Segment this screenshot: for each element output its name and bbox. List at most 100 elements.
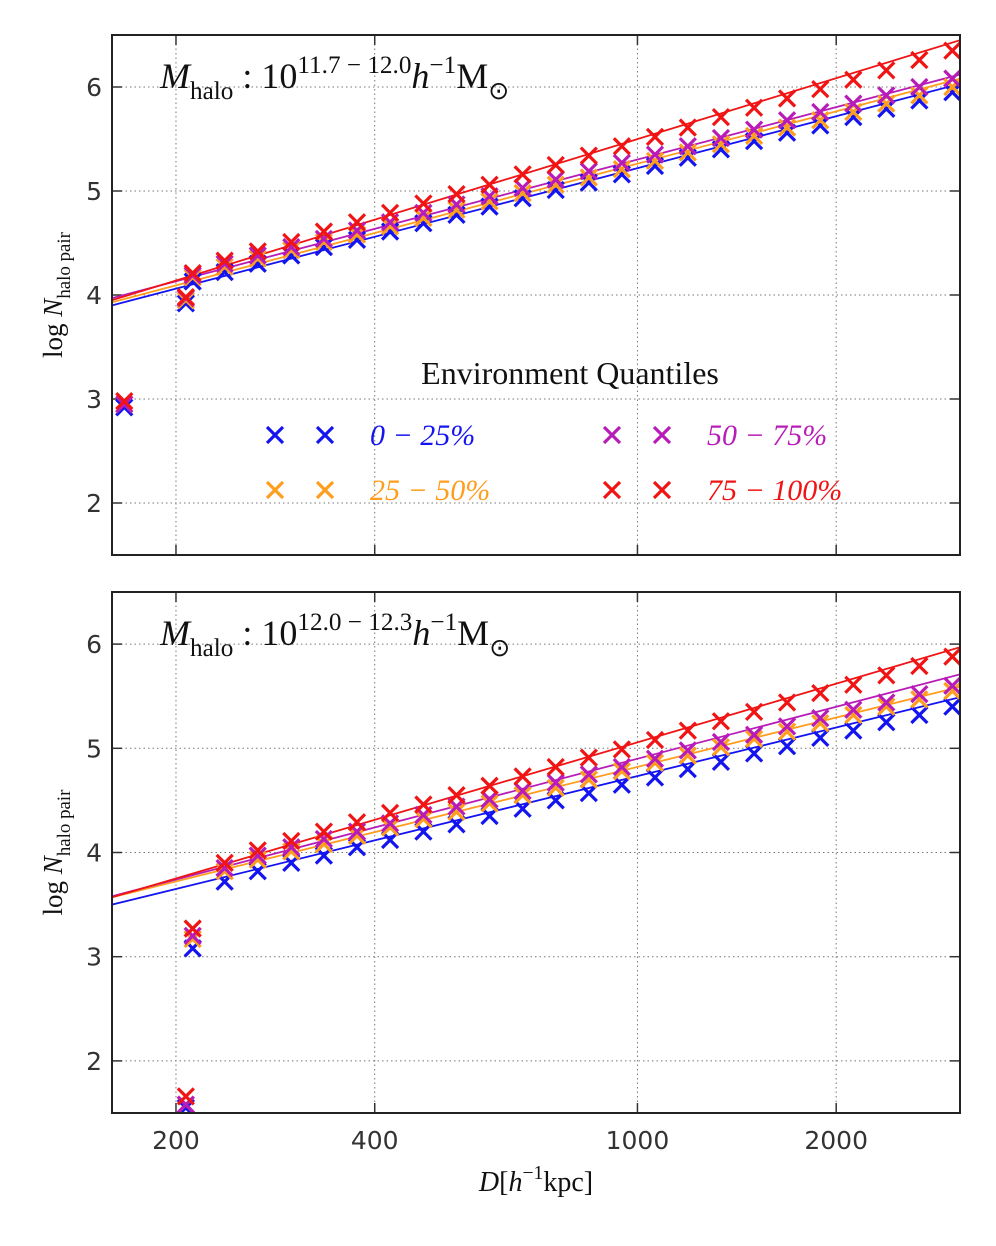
marker <box>645 127 665 147</box>
marker <box>943 697 960 716</box>
marker-stroke <box>844 108 863 127</box>
marker-stroke <box>546 757 565 777</box>
marker-stroke <box>711 135 731 154</box>
marker <box>347 813 367 832</box>
marker <box>380 818 400 837</box>
marker-stroke <box>414 194 433 213</box>
marker-stroke <box>447 184 466 204</box>
y-tick-label: 4 <box>86 839 102 868</box>
y-tick-label: 5 <box>86 734 102 763</box>
marker <box>678 760 697 779</box>
marker-stroke <box>315 480 335 500</box>
marker-stroke <box>910 50 929 70</box>
legend-marker <box>265 425 285 445</box>
marker <box>282 838 301 857</box>
marker-stroke <box>513 786 532 805</box>
marker <box>513 786 532 805</box>
marker <box>447 786 466 805</box>
marker <box>877 713 896 732</box>
marker-stroke <box>579 765 598 784</box>
plot-area <box>112 39 960 417</box>
marker-stroke <box>447 200 466 219</box>
marker-stroke <box>183 919 202 938</box>
marker-stroke <box>844 721 863 740</box>
marker-stroke <box>811 102 830 122</box>
marker <box>579 146 598 165</box>
marker-stroke <box>877 94 896 113</box>
marker-stroke <box>744 725 764 744</box>
marker <box>645 753 665 773</box>
marker-stroke <box>215 858 234 878</box>
y-tick-label: 4 <box>86 281 102 310</box>
marker-stroke <box>183 272 202 291</box>
marker <box>711 712 731 731</box>
marker-stroke <box>546 175 565 194</box>
marker-stroke <box>612 757 631 777</box>
y-axis-label: log Nhalo pair <box>38 231 75 358</box>
marker-stroke <box>744 744 764 763</box>
marker <box>777 717 797 736</box>
label-part: halo pair <box>54 789 75 856</box>
label-part: [ <box>499 1167 508 1198</box>
marker <box>877 697 896 716</box>
marker-stroke <box>777 111 797 130</box>
marker-stroke <box>480 192 499 211</box>
marker-stroke <box>480 175 499 194</box>
marker-stroke <box>678 741 697 760</box>
marker <box>347 826 367 845</box>
marker-stroke <box>877 99 896 118</box>
legend-marker <box>652 425 672 445</box>
label-part: halo <box>190 635 233 662</box>
marker-stroke <box>744 98 764 117</box>
marker <box>414 795 433 814</box>
marker-stroke <box>612 740 631 759</box>
marker-stroke <box>314 229 334 248</box>
marker-stroke <box>844 700 863 719</box>
label-part: M <box>457 613 489 653</box>
marker <box>314 829 334 849</box>
marker <box>943 647 960 666</box>
marker <box>777 722 797 741</box>
plot-area <box>112 646 960 1113</box>
marker-stroke <box>877 86 896 105</box>
marker-stroke <box>176 294 195 313</box>
label-part: M <box>159 56 192 96</box>
marker <box>910 684 929 704</box>
legend-marker <box>652 480 672 500</box>
marker <box>347 213 367 232</box>
marker-stroke <box>943 83 960 102</box>
marker <box>943 69 960 88</box>
marker <box>282 246 301 265</box>
marker <box>877 693 896 712</box>
marker <box>777 693 797 712</box>
marker-stroke <box>844 705 863 725</box>
marker-stroke <box>215 254 234 273</box>
marker-stroke <box>546 778 565 798</box>
marker <box>777 89 797 108</box>
label-part: h <box>411 56 429 96</box>
marker-stroke <box>513 178 532 198</box>
marker <box>811 79 830 99</box>
marker <box>711 732 731 752</box>
marker-stroke <box>844 675 863 694</box>
marker <box>910 50 929 70</box>
marker-stroke <box>678 721 697 740</box>
marker <box>711 128 731 148</box>
marker <box>877 61 896 80</box>
marker-stroke <box>579 783 598 803</box>
y-tick-label: 3 <box>86 385 102 414</box>
legend-label: 0 − 25% <box>370 419 475 452</box>
fit-line <box>112 685 960 899</box>
marker <box>678 746 697 765</box>
marker <box>943 77 960 97</box>
marker-stroke <box>248 841 267 860</box>
marker <box>248 841 267 860</box>
marker-stroke <box>744 702 764 721</box>
marker-stroke <box>811 728 830 748</box>
marker-stroke <box>711 732 731 752</box>
marker <box>176 1095 195 1113</box>
marker-stroke <box>844 94 863 113</box>
marker <box>115 398 134 417</box>
label-part: N <box>38 854 68 875</box>
marker-stroke <box>602 425 622 445</box>
